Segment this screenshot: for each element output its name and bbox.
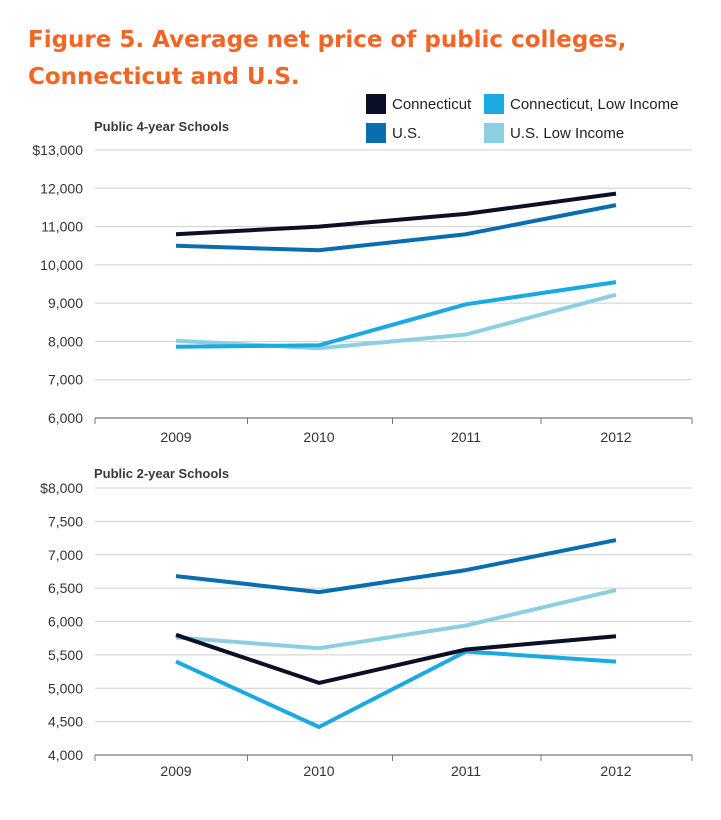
two-year-y-tick-label: 5,500: [48, 647, 83, 663]
two-year-y-tick-label: 6,000: [48, 614, 83, 630]
four-year-y-tick-label: 6,000: [48, 410, 83, 426]
four-year-x-tick-label: 2011: [451, 429, 481, 445]
legend-swatch-us-low-income: [484, 123, 504, 143]
two-year-y-tick-label: 4,000: [48, 747, 83, 763]
four-year-x-tick-label: 2012: [600, 429, 631, 445]
legend-label-connecticut: Connecticut: [392, 95, 472, 113]
two-year-x-tick-label: 2010: [303, 763, 334, 779]
two-year-chart-title: Public 2-year Schools: [94, 466, 229, 481]
four-year-y-tick-label: $13,000: [32, 142, 83, 158]
chart-public-2-year: Public 2-year Schools 4,000 4,500 5,000 5,50…: [40, 466, 693, 779]
four-year-y-tick-label: 10,000: [40, 257, 83, 273]
four-year-series-connecticut-low-income: [175, 280, 617, 349]
two-year-y-tick-label: 7,500: [48, 513, 83, 529]
legend-label-us-low-income: U.S. Low Income: [510, 124, 625, 142]
legend-swatch-connecticut: [366, 94, 386, 114]
four-year-y-tick-label: 9,000: [48, 295, 83, 311]
four-year-series-connecticut: [175, 191, 617, 237]
two-year-y-tick-label: $8,000: [40, 480, 83, 496]
legend-item-connecticut-low-income: Connecticut, Low Income: [484, 94, 678, 114]
two-year-series-u-s: [175, 538, 617, 595]
four-year-y-tick-label: 8,000: [48, 333, 83, 349]
two-year-x-tick-label: 2012: [600, 763, 631, 779]
two-year-x-tick-label: 2011: [451, 763, 481, 779]
two-year-series-connecticut: [175, 632, 617, 685]
legend-label-connecticut-low-income: Connecticut, Low Income: [510, 95, 679, 113]
four-year-series-u-s: [175, 203, 617, 253]
legend-item-us: U.S.: [366, 123, 421, 143]
four-year-x-tick-label: 2009: [160, 429, 191, 445]
figure-title: Figure 5. Average net price of public co…: [28, 27, 627, 90]
legend-swatch-us: [366, 123, 386, 143]
two-year-series-connecticut-low-income: [175, 649, 617, 729]
chart-public-4-year: Public 4-year Schools 6,000 7,000 8,000 9,00…: [32, 119, 693, 445]
two-year-y-tick-label: 6,500: [48, 580, 83, 596]
legend-item-us-low-income: U.S. Low Income: [484, 123, 624, 143]
two-year-y-tick-label: 5,000: [48, 680, 83, 696]
two-year-x-tick-label: 2009: [160, 763, 191, 779]
two-year-series-u-s-low-income: [175, 588, 617, 651]
four-year-y-tick-label: 12,000: [40, 180, 83, 196]
legend-swatch-connecticut-low-income: [484, 94, 504, 114]
legend-item-connecticut: Connecticut: [366, 94, 471, 114]
four-year-chart-title: Public 4-year Schools: [94, 119, 229, 134]
four-year-y-tick-label: 7,000: [48, 372, 83, 388]
two-year-y-tick-label: 7,000: [48, 547, 83, 563]
two-year-y-tick-label: 4,500: [48, 714, 83, 730]
legend-label-us: U.S.: [392, 124, 422, 142]
legend: Connecticut Connecticut, Low Income U.S.…: [366, 94, 711, 150]
four-year-y-tick-label: 11,000: [41, 219, 83, 235]
four-year-x-tick-label: 2010: [303, 429, 334, 445]
